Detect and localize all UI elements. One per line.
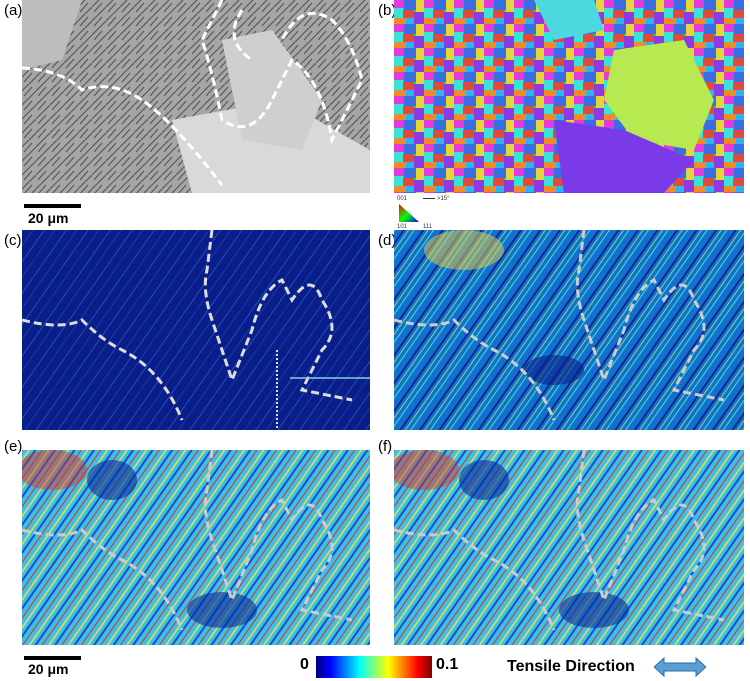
ipf-triangle-icon [399,204,419,222]
colorbar [316,656,432,678]
ipf-legend-101: 101 [397,224,408,230]
scalebar-top [24,204,81,208]
ipf-map-b [394,0,744,193]
strain-map-f [394,450,744,645]
double-arrow-icon [654,656,706,678]
scalebar-top-label: 20 μm [28,210,69,226]
ipf-legend-111: 111 [423,224,433,230]
scalebar-bottom-label: 20 μm [28,661,69,677]
panel-label-e: (e) [4,438,23,455]
strain-map-c [22,230,370,430]
ipf-legend-boundary: >15° [437,196,450,202]
panel-label-f: (f) [378,438,393,455]
panel-label-d: (d) [378,232,397,249]
boundary-line-icon [423,198,435,199]
panel-label-b: (b) [378,2,397,19]
micrograph-a [22,0,370,193]
strain-map-d [394,230,744,430]
scalebar-bottom [24,656,81,660]
colorbar-max-label: 0.1 [436,656,459,673]
panel-label-a: (a) [4,2,23,19]
strain-map-e [22,450,370,645]
ipf-legend-001: 001 [397,196,408,202]
tensile-direction-label: Tensile Direction [507,658,635,675]
panel-label-c: (c) [4,232,22,249]
colorbar-min-label: 0 [300,656,309,673]
ipf-legend: 001 101 111 >15° [397,196,477,232]
